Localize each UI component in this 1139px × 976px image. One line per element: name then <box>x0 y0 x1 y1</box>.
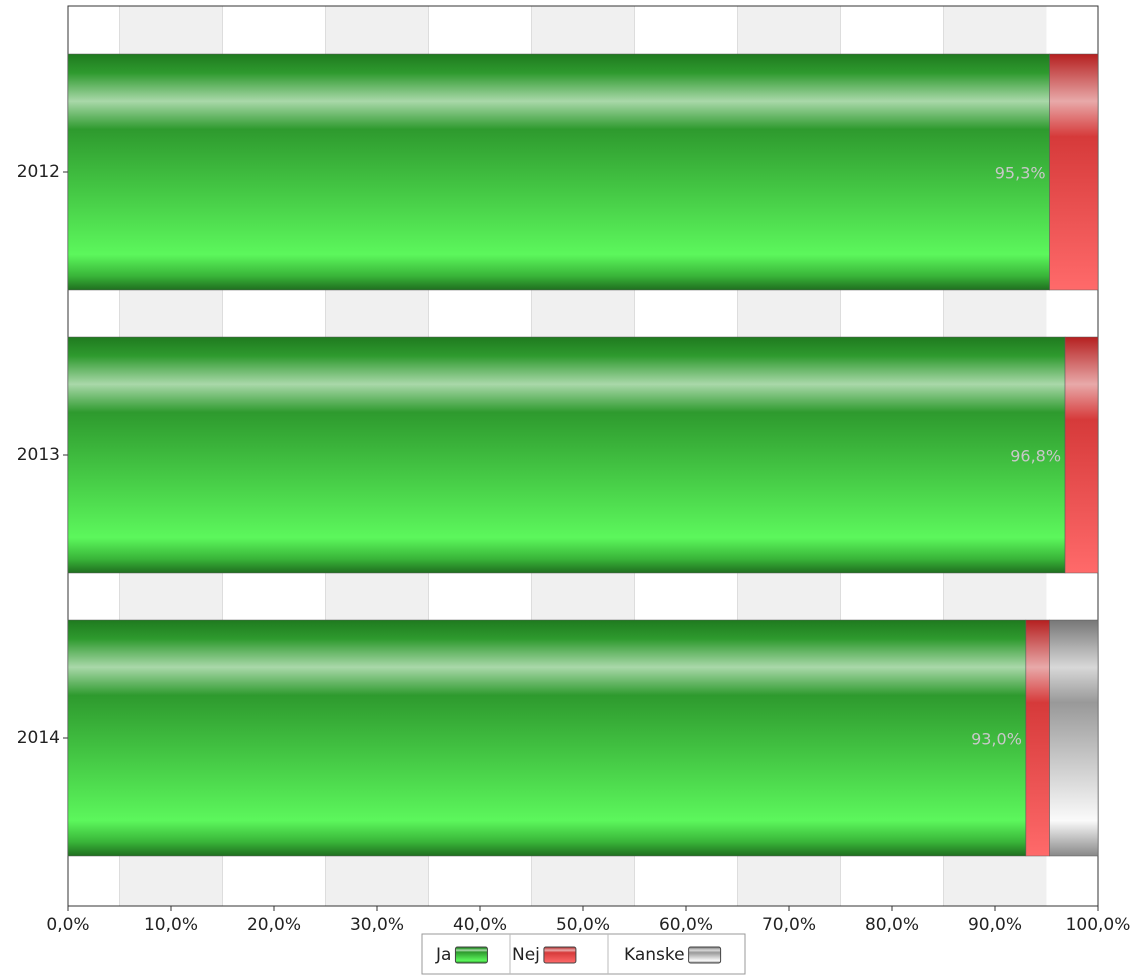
legend-swatch <box>454 946 488 964</box>
x-tick-label: 0,0% <box>46 915 89 935</box>
y-tick-label: 2014 <box>17 728 60 748</box>
x-tick-label: 60,0% <box>659 915 713 935</box>
data-label: 95,3% <box>995 164 1046 183</box>
bar-segment <box>1025 619 1050 857</box>
data-label: 96,8% <box>1010 447 1061 466</box>
legend-label: Nej <box>512 945 540 965</box>
bar-segment <box>1049 53 1099 291</box>
y-tick-label: 2012 <box>17 162 60 182</box>
x-tick-label: 100,0% <box>1066 915 1131 935</box>
x-tick-label: 90,0% <box>968 915 1022 935</box>
y-tick-label: 2013 <box>17 445 60 465</box>
bar-segment <box>67 619 1027 857</box>
bar-segment <box>67 53 1050 291</box>
x-tick-label: 30,0% <box>350 915 404 935</box>
x-tick-label: 40,0% <box>453 915 507 935</box>
legend-label: Ja <box>435 945 451 965</box>
bar-segment <box>1049 619 1099 857</box>
x-tick-label: 50,0% <box>556 915 610 935</box>
bar-segment <box>67 336 1066 574</box>
bar-segment <box>1064 336 1099 574</box>
x-tick-label: 10,0% <box>144 915 198 935</box>
legend-label: Kanske <box>624 945 685 965</box>
legend-swatch <box>543 946 577 964</box>
x-tick-label: 80,0% <box>865 915 919 935</box>
data-label: 93,0% <box>971 730 1022 749</box>
legend-swatch <box>688 946 722 964</box>
x-tick-label: 70,0% <box>762 915 816 935</box>
x-tick-label: 20,0% <box>247 915 301 935</box>
